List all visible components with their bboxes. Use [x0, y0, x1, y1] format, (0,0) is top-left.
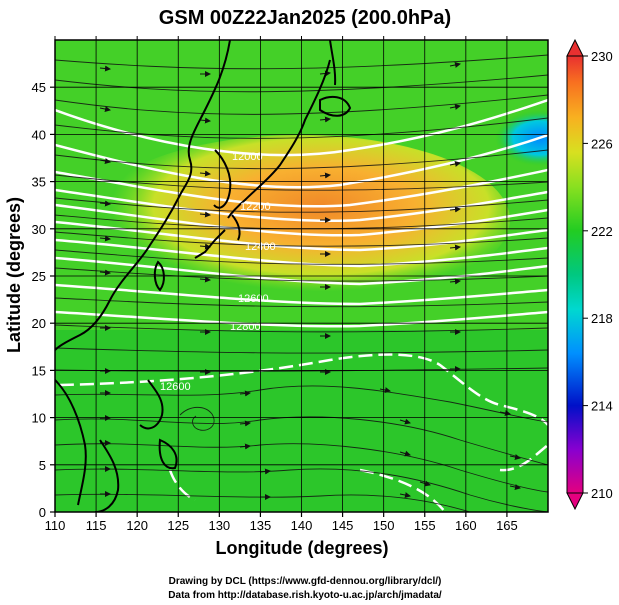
contour-label: 12200 [240, 201, 271, 213]
y-tick-label: 30 [32, 222, 46, 237]
colorbar-top-arrow [566, 38, 584, 57]
x-tick-label: 155 [414, 518, 436, 533]
chart-title: GSM 00Z22Jan2025 (200.0hPa) [159, 7, 451, 29]
colorbar-tick-label: 210 [591, 486, 613, 501]
y-tick-label: 25 [32, 269, 46, 284]
y-tick-label: 20 [32, 316, 46, 331]
x-tick-label: 145 [332, 518, 354, 533]
coast-hokkaido [319, 95, 352, 117]
y-tick-label: 5 [39, 458, 46, 473]
colorbar-ticks: 230 226 222 218 214 210 [583, 49, 613, 501]
x-tick-label: 160 [455, 518, 477, 533]
plot-area: 12000 12200 12400 12600 12800 12600 [55, 40, 548, 512]
x-axis-label: Longitude (degrees) [215, 538, 388, 558]
x-tick-label: 135 [250, 518, 272, 533]
y-axis-ticks: 0 5 10 15 20 25 30 35 40 45 [32, 80, 55, 520]
coast-borneo [94, 439, 120, 512]
colorbar-bottom-arrow [566, 492, 584, 511]
x-tick-label: 140 [291, 518, 313, 533]
y-tick-label: 15 [32, 363, 46, 378]
x-tick-label: 150 [373, 518, 395, 533]
colorbar-tick-label: 218 [591, 311, 613, 326]
cold-core [495, 110, 548, 166]
x-tick-label: 125 [167, 518, 189, 533]
wind-arrows [99, 62, 521, 500]
coast-indochina [55, 379, 87, 506]
x-tick-label: 110 [45, 518, 66, 533]
y-tick-label: 40 [32, 127, 46, 142]
y-tick-label: 0 [39, 505, 46, 520]
coast-japan [227, 59, 331, 219]
y-tick-label: 35 [32, 175, 46, 190]
colorbar-tick-label: 230 [591, 49, 613, 64]
x-tick-label: 130 [208, 518, 230, 533]
x-axis-ticks: 110 115 120 125 130 135 140 145 150 155 160 165 [45, 36, 518, 533]
contour-label: 12800 [230, 321, 261, 333]
y-tick-label: 45 [32, 80, 46, 95]
x-tick-label: 115 [86, 518, 107, 533]
contour-label: 12000 [232, 151, 263, 163]
colorbar-tick-label: 226 [591, 136, 613, 151]
x-tick-label: 165 [496, 518, 518, 533]
contour-label: 12600 [160, 381, 191, 393]
credit-data: Data from http://database.rish.kyoto-u.a… [168, 590, 442, 601]
colorbar-tick-label: 214 [591, 399, 613, 414]
y-tick-label: 10 [32, 411, 46, 426]
coast-luzon [139, 379, 164, 430]
coast-kyushu [231, 214, 241, 241]
credit-drawing: Drawing by DCL (https://www.gfd-dennou.o… [169, 576, 442, 587]
contour-label: 12600 [238, 293, 269, 305]
colorbar-tick-label: 222 [591, 224, 613, 239]
x-tick-label: 120 [126, 518, 148, 533]
coast-ryukyu [194, 229, 226, 259]
grid-lines [55, 40, 548, 512]
colorbar: 230 226 222 218 214 210 [566, 38, 613, 511]
coast-mindanao [158, 438, 178, 470]
coast-taiwan [153, 260, 165, 292]
coast-sakhalin [329, 40, 337, 86]
colorbar-gradient [566, 55, 584, 494]
height-contours [55, 98, 548, 328]
coast-asia-mainland [55, 40, 231, 351]
y-axis-label: Latitude (degrees) [4, 197, 24, 353]
